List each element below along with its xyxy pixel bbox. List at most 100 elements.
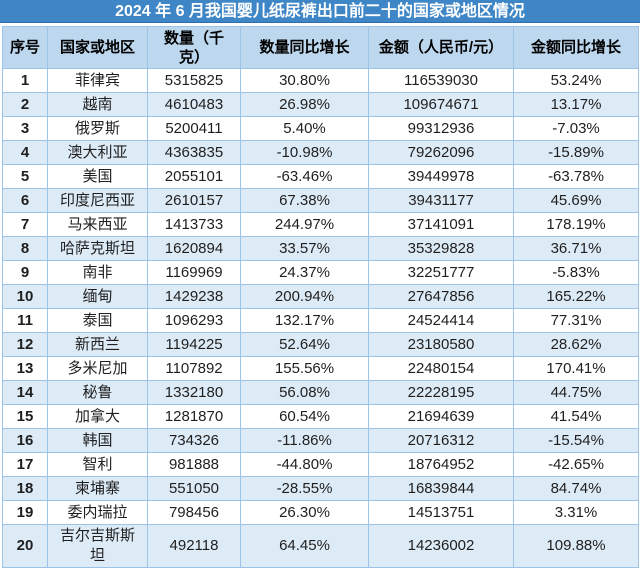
cell-quantity-yoy: 30.80% (240, 68, 369, 93)
cell-rank: 12 (2, 332, 48, 357)
table-row: 16 韩国 734326 -11.86% 20716312 -15.54% (2, 428, 639, 453)
cell-country: 新西兰 (47, 332, 148, 357)
cell-amount-yoy: 84.74% (513, 476, 639, 501)
cell-country: 哈萨克斯坦 (47, 236, 148, 261)
cell-amount-cny: 99312936 (368, 116, 514, 141)
cell-amount-cny: 37141091 (368, 212, 514, 237)
cell-amount-cny: 14236002 (368, 524, 514, 568)
cell-quantity-yoy: 132.17% (240, 308, 369, 333)
cell-amount-cny: 14513751 (368, 500, 514, 525)
cell-quantity-kg: 1107892 (147, 356, 241, 381)
table-row: 3 俄罗斯 5200411 5.40% 99312936 -7.03% (2, 116, 639, 141)
cell-amount-yoy: 53.24% (513, 68, 639, 93)
export-data-table: 序号 国家或地区 数量（千克） 数量同比增长 金额（人民币/元） 金额同比增长 1 菲律宾 5… (2, 26, 639, 568)
cell-quantity-yoy: -44.80% (240, 452, 369, 477)
cell-amount-yoy: 44.75% (513, 380, 639, 405)
table-row: 6 印度尼西亚 2610157 67.38% 39431177 45.69% (2, 188, 639, 213)
cell-quantity-yoy: -11.86% (240, 428, 369, 453)
cell-rank: 11 (2, 308, 48, 333)
cell-rank: 10 (2, 284, 48, 309)
cell-rank: 9 (2, 260, 48, 285)
cell-amount-cny: 79262096 (368, 140, 514, 165)
table-row: 9 南非 1169969 24.37% 32251777 -5.83% (2, 260, 639, 285)
cell-quantity-kg: 1332180 (147, 380, 241, 405)
cell-quantity-kg: 551050 (147, 476, 241, 501)
cell-country: 智利 (47, 452, 148, 477)
cell-country: 南非 (47, 260, 148, 285)
cell-country: 多米尼加 (47, 356, 148, 381)
cell-country: 韩国 (47, 428, 148, 453)
cell-quantity-yoy: 56.08% (240, 380, 369, 405)
cell-amount-cny: 20716312 (368, 428, 514, 453)
cell-amount-yoy: 36.71% (513, 236, 639, 261)
column-header-quantity-kg: 数量（千克） (147, 26, 241, 69)
cell-amount-cny: 16839844 (368, 476, 514, 501)
cell-quantity-kg: 1096293 (147, 308, 241, 333)
table-row: 19 委内瑞拉 798456 26.30% 14513751 3.31% (2, 500, 639, 525)
cell-amount-yoy: 109.88% (513, 524, 639, 568)
page-title: 2024 年 6 月我国婴儿纸尿裤出口前二十的国家或地区情况 (0, 0, 640, 23)
cell-rank: 13 (2, 356, 48, 381)
cell-quantity-kg: 4363835 (147, 140, 241, 165)
cell-amount-cny: 27647856 (368, 284, 514, 309)
cell-quantity-kg: 1169969 (147, 260, 241, 285)
column-header-country: 国家或地区 (47, 26, 148, 69)
cell-quantity-kg: 1194225 (147, 332, 241, 357)
cell-amount-cny: 23180580 (368, 332, 514, 357)
table-row: 18 柬埔寨 551050 -28.55% 16839844 84.74% (2, 476, 639, 501)
cell-amount-yoy: 13.17% (513, 92, 639, 117)
cell-amount-yoy: -15.54% (513, 428, 639, 453)
cell-quantity-yoy: 67.38% (240, 188, 369, 213)
cell-quantity-yoy: -10.98% (240, 140, 369, 165)
cell-rank: 17 (2, 452, 48, 477)
cell-quantity-yoy: 244.97% (240, 212, 369, 237)
table-row: 15 加拿大 1281870 60.54% 21694639 41.54% (2, 404, 639, 429)
cell-rank: 1 (2, 68, 48, 93)
cell-country: 印度尼西亚 (47, 188, 148, 213)
cell-country: 泰国 (47, 308, 148, 333)
cell-quantity-kg: 5200411 (147, 116, 241, 141)
cell-country: 马来西亚 (47, 212, 148, 237)
cell-amount-yoy: 170.41% (513, 356, 639, 381)
cell-amount-cny: 32251777 (368, 260, 514, 285)
cell-quantity-kg: 798456 (147, 500, 241, 525)
table-row: 13 多米尼加 1107892 155.56% 22480154 170.41% (2, 356, 639, 381)
cell-amount-cny: 21694639 (368, 404, 514, 429)
column-header-amount-yoy: 金额同比增长 (513, 26, 639, 69)
cell-rank: 18 (2, 476, 48, 501)
cell-country: 缅甸 (47, 284, 148, 309)
table-row: 14 秘鲁 1332180 56.08% 22228195 44.75% (2, 380, 639, 405)
table-row: 4 澳大利亚 4363835 -10.98% 79262096 -15.89% (2, 140, 639, 165)
table-row: 2 越南 4610483 26.98% 109674671 13.17% (2, 92, 639, 117)
cell-amount-cny: 22480154 (368, 356, 514, 381)
cell-amount-yoy: -15.89% (513, 140, 639, 165)
cell-rank: 16 (2, 428, 48, 453)
table-row: 17 智利 981888 -44.80% 18764952 -42.65% (2, 452, 639, 477)
cell-amount-yoy: -63.78% (513, 164, 639, 189)
cell-quantity-yoy: 33.57% (240, 236, 369, 261)
table-row: 10 缅甸 1429238 200.94% 27647856 165.22% (2, 284, 639, 309)
cell-amount-cny: 22228195 (368, 380, 514, 405)
cell-quantity-yoy: 5.40% (240, 116, 369, 141)
cell-rank: 8 (2, 236, 48, 261)
table-row: 20 吉尔吉斯斯坦 492118 64.45% 14236002 109.88% (2, 524, 639, 568)
column-header-amount-cny: 金额（人民币/元） (368, 26, 514, 69)
cell-quantity-kg: 1620894 (147, 236, 241, 261)
cell-quantity-kg: 2055101 (147, 164, 241, 189)
cell-rank: 3 (2, 116, 48, 141)
cell-rank: 7 (2, 212, 48, 237)
cell-quantity-yoy: -63.46% (240, 164, 369, 189)
cell-amount-yoy: 77.31% (513, 308, 639, 333)
cell-quantity-kg: 1413733 (147, 212, 241, 237)
table-row: 11 泰国 1096293 132.17% 24524414 77.31% (2, 308, 639, 333)
cell-rank: 14 (2, 380, 48, 405)
cell-amount-yoy: 165.22% (513, 284, 639, 309)
cell-amount-yoy: -42.65% (513, 452, 639, 477)
column-header-rank: 序号 (2, 26, 48, 69)
cell-quantity-kg: 981888 (147, 452, 241, 477)
cell-rank: 6 (2, 188, 48, 213)
cell-rank: 4 (2, 140, 48, 165)
cell-quantity-yoy: 64.45% (240, 524, 369, 568)
cell-quantity-kg: 5315825 (147, 68, 241, 93)
